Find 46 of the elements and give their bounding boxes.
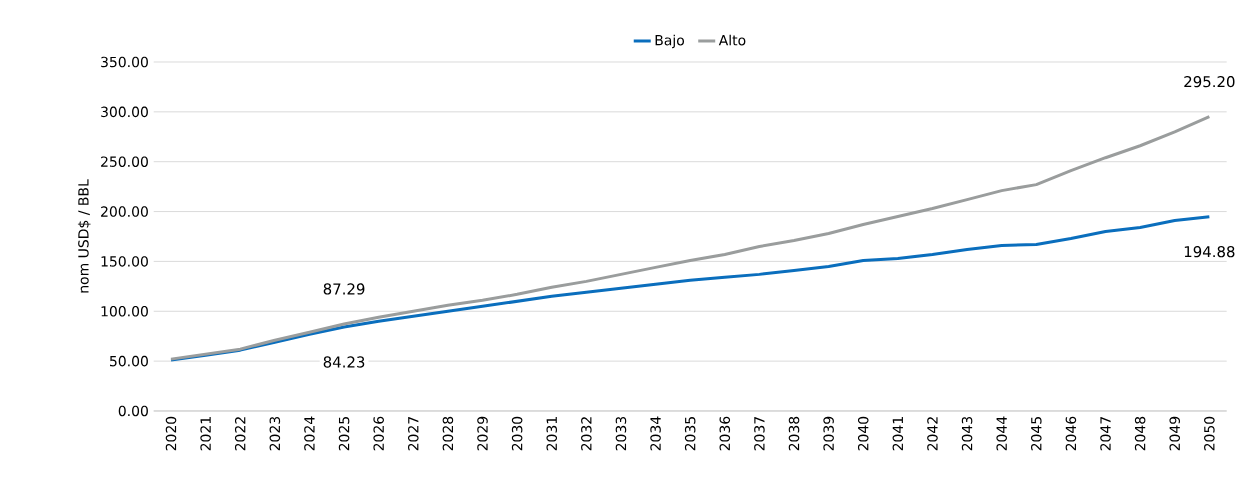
x-tick-label: 2043	[961, 416, 973, 451]
x-tick-label: 2037	[754, 417, 765, 451]
x-tick-label: 2028	[442, 416, 454, 451]
data-label: 84.23	[323, 356, 365, 368]
y-tick-label: 300.00	[101, 106, 148, 118]
x-tick-label: 2041	[892, 417, 904, 451]
x-tick-label: 2048	[1134, 416, 1146, 451]
legend-label: Bajo	[655, 34, 685, 49]
x-tick-label: 2023	[269, 416, 281, 451]
x-tick-label: 2025	[338, 417, 350, 451]
x-tick-label: 2047	[1100, 417, 1111, 451]
x-tick-label: 2045	[1031, 417, 1042, 451]
y-tick-label: 100.00	[101, 305, 148, 317]
x-tick-label: 2031	[546, 417, 558, 451]
x-tick-label: 2022	[234, 417, 246, 451]
x-tick-label: 2049	[1169, 416, 1181, 451]
x-tick-label: 2035	[684, 417, 696, 451]
y-tick-label: 350.00	[101, 56, 148, 68]
x-tick-label: 2044	[996, 416, 1007, 451]
x-tick-label: 2026	[373, 416, 384, 451]
x-tick-label: 2032	[581, 417, 592, 451]
y-tick-label: 50.00	[110, 355, 148, 367]
data-label: 295.20	[1184, 75, 1235, 88]
data-label: 87.29	[323, 283, 365, 295]
x-tick-label: 2050	[1204, 416, 1215, 451]
x-tick-label: 2020	[165, 416, 177, 451]
x-tick-label: 2027	[408, 417, 419, 451]
x-tick-label: 2039	[823, 416, 834, 451]
x-tick-label: 2030	[511, 416, 523, 451]
x-tick-label: 2038	[788, 416, 800, 451]
x-tick-label: 2034	[650, 416, 661, 451]
x-tick-label: 2024	[304, 416, 315, 451]
x-tick-label: 2046	[1065, 416, 1077, 451]
x-tick-label: 2029	[477, 416, 488, 451]
data-label: 194.88	[1184, 246, 1235, 258]
x-tick-label: 2021	[200, 417, 211, 451]
x-tick-label: 2036	[719, 416, 731, 451]
y-tick-label: 200.00	[101, 206, 148, 217]
y-tick-label: 250.00	[101, 156, 148, 167]
y-tick-label: 150.00	[101, 256, 148, 267]
y-tick-label: 0.00	[118, 405, 148, 417]
legend-label: Alto	[718, 34, 746, 46]
x-tick-label: 2033	[615, 416, 627, 451]
x-tick-label: 2042	[927, 417, 938, 451]
x-tick-label: 2040	[857, 416, 869, 451]
y-axis-title: nom USD$ / BBL	[77, 179, 91, 293]
